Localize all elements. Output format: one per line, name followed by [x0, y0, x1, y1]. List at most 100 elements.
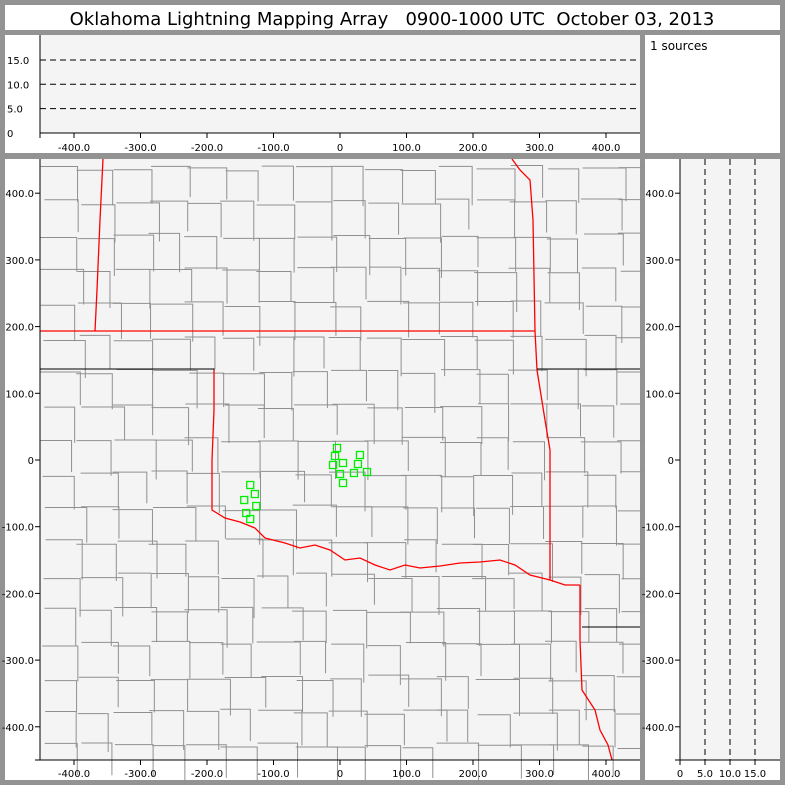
county-boundary — [42, 475, 75, 510]
county-boundary — [332, 573, 375, 605]
county-boundary — [513, 236, 551, 272]
county-boundary — [401, 372, 436, 413]
county-boundary — [148, 232, 181, 273]
county-boundary — [220, 643, 252, 678]
county-boundary — [510, 300, 542, 336]
x-tick-label: 400.0 — [592, 143, 621, 154]
county-boundary — [185, 540, 219, 575]
county-boundary — [77, 270, 111, 309]
county-boundary — [580, 543, 624, 580]
county-boundary — [401, 203, 442, 243]
county-boundary — [548, 576, 582, 615]
county-boundary — [189, 642, 224, 675]
county-boundary — [402, 747, 434, 779]
county-boundary — [188, 576, 220, 613]
county-boundary — [364, 542, 407, 579]
county-boundary — [510, 335, 543, 372]
county-boundary — [366, 337, 402, 377]
county-boundary — [256, 641, 301, 675]
county-boundary — [148, 543, 187, 577]
county-boundary — [297, 236, 338, 273]
county-boundary — [584, 233, 624, 266]
county-boundary — [81, 742, 113, 776]
title-bar — [5, 5, 780, 30]
county-boundary — [436, 607, 481, 646]
county-boundary — [258, 301, 296, 341]
county-boundary — [330, 165, 364, 207]
county-boundary — [474, 272, 518, 313]
county-boundary — [296, 680, 334, 717]
y-tick-label: 0 — [28, 456, 34, 467]
x-tick-label: 15.0 — [744, 769, 766, 780]
y-tick-label: -100.0 — [642, 523, 674, 534]
county-boundary — [260, 470, 306, 503]
county-boundary — [80, 577, 124, 617]
county-boundary — [116, 202, 160, 242]
county-boundary — [367, 300, 410, 338]
county-boundary — [474, 339, 514, 375]
county-boundary — [581, 267, 617, 302]
county-boundary — [583, 369, 618, 406]
county-boundary — [547, 272, 580, 311]
county-boundary — [151, 470, 188, 504]
county-boundary — [439, 442, 482, 476]
county-boundary — [258, 709, 303, 746]
state-border-ar-tx — [579, 585, 613, 761]
county-boundary — [76, 169, 114, 206]
y-tick-label: 100.0 — [5, 389, 34, 400]
county-boundary — [186, 744, 227, 778]
lightning-source-marker — [353, 459, 363, 469]
county-boundary — [584, 608, 618, 643]
county-boundary — [329, 471, 366, 512]
county-boundary — [42, 645, 79, 682]
state-border-red-river — [211, 370, 580, 586]
county-boundary — [545, 640, 577, 673]
county-boundary — [328, 336, 361, 371]
county-boundary — [189, 372, 225, 408]
county-boundary — [114, 744, 154, 777]
county-boundary — [80, 472, 119, 509]
county-boundary — [405, 641, 447, 681]
county-boundary — [40, 268, 85, 305]
county-boundary — [295, 539, 333, 577]
state-border-co-ks — [94, 158, 104, 332]
x-tick-label: -100.0 — [257, 143, 289, 154]
county-boundary — [44, 607, 77, 646]
county-boundary — [186, 710, 220, 750]
county-boundary — [477, 199, 516, 239]
county-boundary — [79, 609, 112, 647]
county-boundary — [220, 708, 251, 742]
county-boundary — [153, 369, 198, 409]
county-boundary — [151, 407, 190, 446]
county-boundary — [545, 200, 577, 235]
x-tick-label: -200.0 — [191, 769, 223, 780]
lightning-source-marker — [330, 451, 340, 461]
county-boundary — [513, 712, 558, 751]
x-tick-label: -100.0 — [257, 769, 289, 780]
x-tick-label: 200.0 — [459, 769, 488, 780]
county-boundary — [439, 476, 475, 517]
county-boundary — [257, 742, 299, 778]
county-boundary — [150, 269, 193, 302]
county-boundary — [441, 575, 487, 611]
county-boundary — [44, 507, 88, 543]
county-boundary — [472, 578, 515, 609]
x-tick-label: 100.0 — [392, 769, 421, 780]
county-boundary — [438, 165, 473, 206]
county-boundary — [476, 437, 509, 470]
altitude-axes: 0 5.0 10.0 15.0 -400.0 -300.0 -200.0 -100.0 0 100… — [7, 35, 640, 154]
county-boundary — [222, 337, 255, 371]
y-tick-label: -400.0 — [2, 723, 34, 734]
y-tick-label: -300.0 — [2, 656, 34, 667]
county-boundary — [261, 675, 304, 712]
county-boundary — [256, 237, 295, 273]
county-boundary — [184, 301, 224, 336]
lightning-source-marker — [246, 480, 255, 490]
county-boundary — [261, 165, 294, 201]
county-boundary — [330, 266, 367, 300]
map-axes: 400.0 300.0 200.0 100.0 0 -100.0 -200.0 -300.0 -… — [2, 159, 640, 780]
county-boundary — [152, 507, 197, 542]
county-boundary — [584, 574, 620, 614]
county-boundary — [441, 643, 482, 677]
county-boundary — [364, 169, 404, 203]
